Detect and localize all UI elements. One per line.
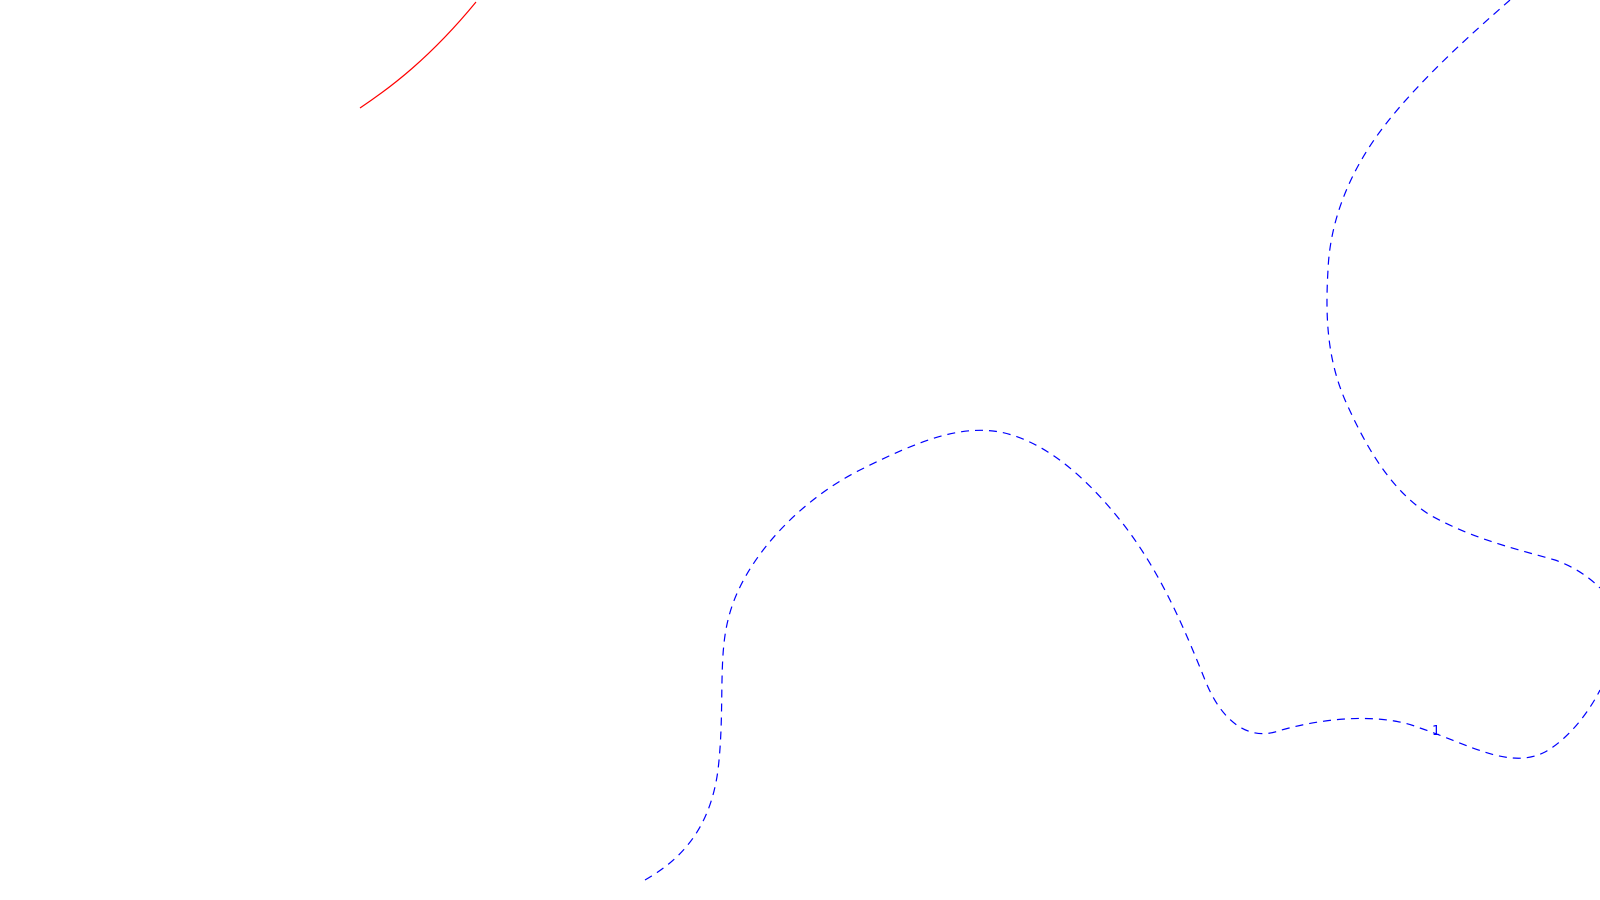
blue-dashed-curve-right [1326,0,1600,589]
red-solid-curve [359,1,477,109]
blue-dashed-curve-left [644,429,1600,881]
contour-label-1: 1 [1432,724,1440,739]
